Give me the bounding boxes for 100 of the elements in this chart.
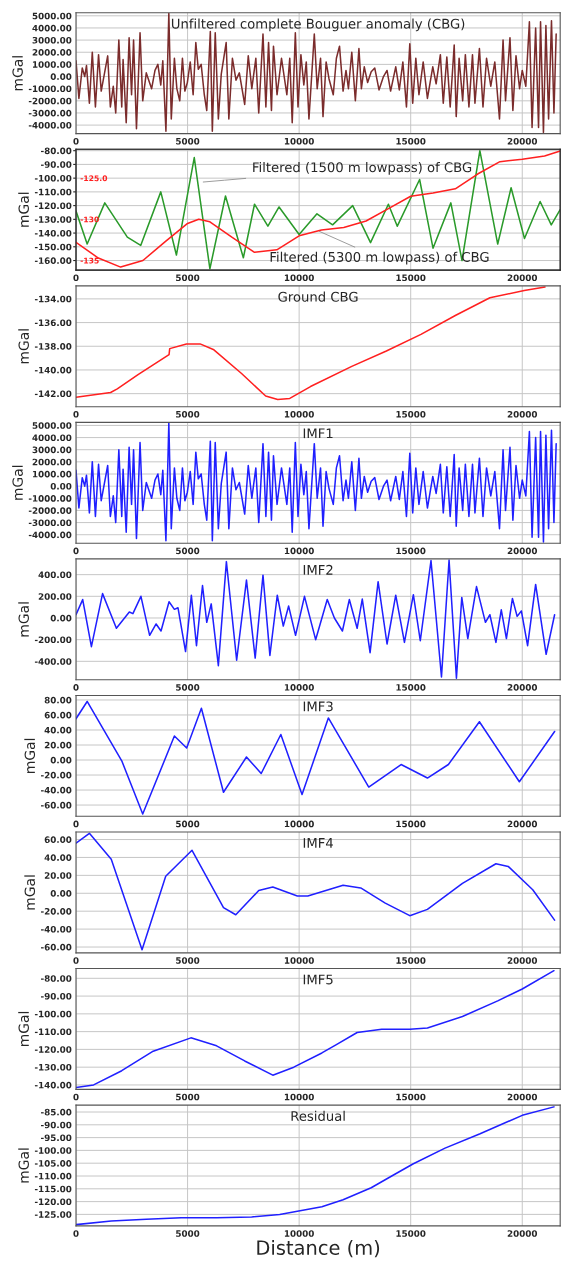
y-tick-label: 5000.00 bbox=[32, 422, 72, 429]
y-tick-label: 0.00 bbox=[50, 482, 72, 490]
x-tick-label: 5000 bbox=[176, 411, 200, 418]
x-tick-label: 15000 bbox=[396, 274, 426, 282]
x-tick-label: 20000 bbox=[507, 957, 538, 964]
x-tick-label: 20000 bbox=[507, 820, 538, 828]
y-tick-label: 2000.00 bbox=[32, 49, 72, 56]
y-tick-label: 400.00 bbox=[38, 571, 72, 579]
x-axis-title: Distance (m) bbox=[257, 1239, 380, 1258]
y-tick-label: -140.00 bbox=[34, 229, 72, 237]
x-tick-label: 5000 bbox=[176, 957, 200, 964]
x-tick-label: 10000 bbox=[284, 1093, 314, 1101]
x-tick-label: 10000 bbox=[284, 957, 314, 964]
line-series bbox=[76, 286, 546, 401]
x-tick-label: 0 bbox=[73, 1230, 79, 1237]
y-tick-label: -60.00 bbox=[41, 801, 72, 809]
x-tick-label: 0 bbox=[73, 684, 79, 691]
x-tick-label: 5000 bbox=[176, 1093, 200, 1101]
x-tick-label: 10000 bbox=[284, 274, 314, 282]
y-tick-label: -90.00 bbox=[41, 161, 72, 168]
x-tick-label: 10000 bbox=[284, 137, 314, 145]
y-tick-label: 20.00 bbox=[44, 872, 72, 879]
y-tick-label: -125.00 bbox=[34, 1211, 72, 1218]
chart-title: IMF5 bbox=[303, 974, 333, 985]
y-tick-label: -115.00 bbox=[34, 1185, 72, 1193]
x-tick-label: 15000 bbox=[396, 957, 426, 964]
y-tick-label: -1000.00 bbox=[28, 85, 72, 93]
line-series bbox=[76, 832, 556, 951]
y-tick-label: 0.00 bbox=[50, 756, 72, 764]
chart-title: Residual bbox=[291, 1110, 345, 1121]
y-tick-label: -142.00 bbox=[34, 390, 72, 398]
y-tick-label: -134.00 bbox=[34, 295, 72, 303]
x-tick-label: 5000 bbox=[176, 547, 200, 555]
x-tick-label: 10000 bbox=[284, 684, 314, 691]
y-tick-label: -20.00 bbox=[41, 908, 72, 915]
y-tick-label: -40.00 bbox=[41, 925, 72, 933]
y-tick-label: -110.00 bbox=[34, 1028, 72, 1036]
y-tick-label: -4000.00 bbox=[28, 121, 72, 129]
y-tick-label: -136.00 bbox=[34, 319, 72, 327]
y-tick-label: -80.00 bbox=[41, 975, 72, 982]
x-tick-label: 0 bbox=[73, 820, 79, 828]
y-tick-label: -80.00 bbox=[41, 147, 72, 155]
x-tick-label: 20000 bbox=[507, 411, 538, 418]
y-axis-title: mGal bbox=[12, 56, 23, 91]
x-tick-label: 15000 bbox=[396, 1093, 426, 1101]
y-tick-label: 5000.00 bbox=[32, 12, 72, 20]
y-tick-label: -100.00 bbox=[34, 174, 72, 182]
y-tick-label: 0.00 bbox=[50, 614, 72, 622]
y-axis-title: mGal bbox=[18, 1148, 29, 1183]
x-tick-label: 0 bbox=[73, 411, 79, 418]
y-tick-label: -110.00 bbox=[34, 188, 72, 196]
y-axis-title: mGal bbox=[18, 1011, 29, 1047]
x-tick-label: 0 bbox=[73, 274, 79, 282]
chart-title: Ground CBG bbox=[278, 291, 358, 302]
y-tick-label: 4000.00 bbox=[32, 434, 72, 442]
x-tick-label: 0 bbox=[73, 137, 79, 145]
x-tick-label: 15000 bbox=[396, 411, 426, 418]
y-tick-label: 60.00 bbox=[44, 711, 72, 719]
x-tick-label: 5000 bbox=[176, 820, 200, 828]
y-tick-label: 0.00 bbox=[50, 890, 72, 897]
y-tick-label: -120.00 bbox=[34, 1198, 72, 1206]
y-tick-label: -3000.00 bbox=[28, 519, 72, 527]
y-tick-label: -4000.00 bbox=[28, 531, 72, 539]
y-tick-label: 20.00 bbox=[44, 741, 72, 749]
chart-title: IMF2 bbox=[303, 564, 333, 575]
y-tick-label: -1000.00 bbox=[28, 495, 72, 502]
line-series bbox=[76, 700, 556, 815]
line-series bbox=[76, 969, 555, 1089]
x-tick-label: 0 bbox=[73, 957, 79, 964]
y-axis-title: mGal bbox=[18, 329, 29, 364]
line-series bbox=[76, 422, 557, 543]
y-axis-title: mGal bbox=[18, 602, 29, 637]
y-tick-label: -3000.00 bbox=[28, 109, 72, 117]
x-tick-label: 20000 bbox=[507, 274, 538, 282]
y-tick-label: -100.00 bbox=[34, 1010, 72, 1018]
x-tick-label: 20000 bbox=[507, 684, 538, 691]
y-tick-label: 40.00 bbox=[44, 854, 72, 861]
chart-title: IMF3 bbox=[303, 701, 333, 712]
y-tick-label: 3000.00 bbox=[32, 446, 72, 454]
y-tick-label: -400.00 bbox=[34, 658, 72, 665]
y-axis-title: mGal bbox=[18, 192, 29, 227]
y-tick-label: 1000.00 bbox=[32, 61, 72, 68]
x-tick-label: 20000 bbox=[507, 1230, 538, 1237]
y-tick-label: -40.00 bbox=[41, 786, 72, 794]
x-tick-label: 5000 bbox=[176, 684, 200, 691]
y-tick-label: -90.00 bbox=[41, 992, 72, 1000]
x-tick-label: 5000 bbox=[176, 274, 200, 282]
y-tick-label: 4000.00 bbox=[32, 24, 72, 32]
y-tick-label: 3000.00 bbox=[32, 36, 72, 44]
y-tick-label: 60.00 bbox=[44, 836, 72, 843]
chart-title: Unfiltered complete Bouguer anomaly (CBG) bbox=[171, 18, 465, 32]
y-tick-label: -85.00 bbox=[41, 1108, 72, 1116]
x-tick-label: 15000 bbox=[396, 684, 426, 691]
annotation: Filtered (1500 m lowpass) of CBG bbox=[253, 161, 472, 175]
x-tick-label: 5000 bbox=[176, 1230, 200, 1237]
y-tick-label: -105.00 bbox=[34, 1160, 72, 1167]
y-tick-label: -100.00 bbox=[34, 1147, 72, 1154]
y-tick-label: -200.00 bbox=[34, 636, 72, 644]
line-series bbox=[76, 1106, 555, 1226]
y-tick-label: -20.00 bbox=[41, 771, 72, 779]
